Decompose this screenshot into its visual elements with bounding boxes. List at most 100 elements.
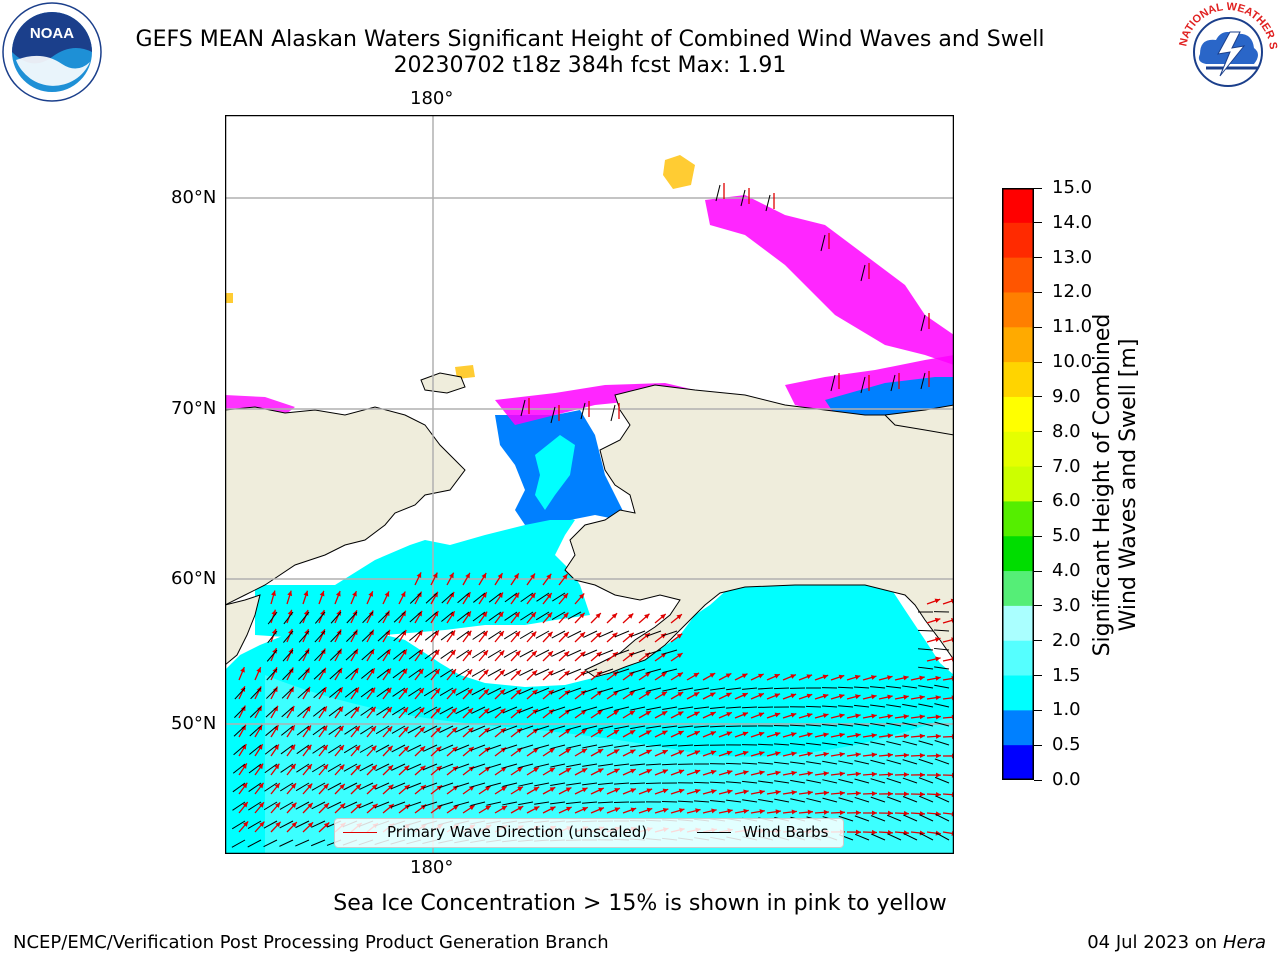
wind-barb [822, 797, 838, 803]
wind-barb [630, 725, 646, 730]
wind-barb [822, 760, 838, 765]
wind-barb [774, 743, 790, 746]
wave-arrow-head [903, 733, 909, 739]
wave-arrow-head [386, 707, 392, 713]
wind-barb [582, 649, 598, 657]
wave-arrow-head [627, 613, 634, 619]
wind-barb [741, 706, 758, 709]
wave-arrow-head [597, 768, 604, 774]
wave-arrow-head [453, 805, 459, 810]
wind-barb [328, 725, 342, 735]
wind-barb [710, 706, 726, 709]
wind-barb [424, 668, 438, 678]
wave-arrow-head [807, 751, 813, 757]
wave-arrow-head [434, 688, 441, 694]
wave-arrow-head [790, 674, 796, 679]
wind-barb [376, 668, 390, 679]
wave-arrow-head [562, 593, 568, 599]
wave-arrow-head [646, 769, 652, 774]
wave-arrow-head [306, 764, 312, 770]
wind-barb [264, 763, 278, 774]
wave-arrow-head [322, 764, 329, 770]
wave-arrow-head [935, 753, 941, 759]
wave-arrow-head [240, 667, 245, 673]
wave-arrow-head [774, 712, 781, 718]
wind-barb [597, 801, 614, 804]
wind-barb [854, 723, 870, 727]
wave-arrow-head [742, 731, 749, 737]
wind-barb [870, 815, 886, 822]
wave-arrow-head [499, 650, 505, 656]
wave-arrow-head [336, 629, 342, 635]
wave-arrow-head [678, 750, 684, 755]
wind-barb [473, 592, 486, 603]
wind-barb [854, 833, 870, 841]
wind-barb [503, 630, 518, 640]
wave-arrow-head [258, 782, 264, 789]
nws-logo-icon: NATIONAL WEATHER SERVICE [1174, 0, 1279, 102]
wave-arrow-head [274, 744, 279, 750]
wave-arrow-head [677, 692, 684, 697]
wind-barb [934, 684, 950, 689]
wave-arrow-head [337, 687, 343, 693]
wind-barb [455, 706, 470, 715]
wave-arrow-head [694, 788, 701, 794]
wave-arrow-head [323, 783, 329, 790]
wave-arrow-head [514, 611, 520, 618]
wind-barb [327, 763, 342, 773]
wind-barb [519, 668, 534, 677]
wind-barb [250, 687, 262, 700]
wave-arrow-head [370, 726, 376, 732]
wave-arrow-head [369, 668, 375, 674]
wave-arrow-head [271, 609, 277, 616]
wind-barb [886, 796, 902, 803]
wind-barb [934, 758, 950, 765]
wind-barb [860, 264, 866, 282]
wave-arrow-head [791, 790, 797, 796]
wave-arrow-head [418, 688, 424, 694]
wave-arrow-head [290, 744, 296, 751]
wind-barb [870, 722, 886, 727]
wind-barb [282, 649, 294, 662]
wind-barb [296, 725, 310, 736]
wind-barb [773, 687, 790, 690]
wave-arrow-head [368, 591, 373, 597]
wave-arrow-head [838, 694, 845, 699]
wind-barb [471, 668, 486, 677]
wave-arrow-head [645, 730, 652, 736]
colorbar-tick-mark [1034, 535, 1042, 537]
wave-arrow-head [595, 632, 602, 638]
wave-arrow-head [645, 711, 652, 716]
wave-arrow-head [774, 693, 781, 698]
wave-arrow-head [677, 672, 683, 678]
wind-barb [820, 234, 826, 252]
wind-barb [504, 611, 518, 621]
wind-barb [344, 725, 358, 735]
wind-barb [281, 687, 294, 699]
wind-barb [662, 630, 678, 637]
wind-barb [279, 820, 294, 829]
wind-barb [935, 813, 950, 822]
wave-arrow-head [384, 591, 390, 597]
wave-arrow-head [935, 791, 941, 797]
wave-arrow-head [468, 785, 475, 791]
wave-arrow-head [742, 712, 748, 717]
wave-arrow-head [919, 791, 925, 797]
colorbar-segment [1002, 222, 1034, 259]
wind-barb [535, 630, 550, 639]
wave-arrow-head [287, 590, 293, 597]
wave-arrow-head [903, 675, 909, 681]
wave-arrow-head [903, 694, 909, 700]
wind-barb [407, 706, 422, 716]
wave-arrow-head [611, 613, 618, 619]
wave-arrow-head [498, 592, 503, 598]
wave-arrow [942, 619, 954, 624]
wind-barb [263, 820, 278, 829]
lat-label-60: 60°N [171, 568, 217, 589]
wave-arrow-head [629, 730, 636, 735]
wind-barb [392, 706, 406, 716]
wind-barb [265, 687, 278, 699]
wave-field-bering [255, 515, 590, 640]
wave-arrow-head [449, 572, 454, 579]
wind-barb [265, 725, 278, 737]
